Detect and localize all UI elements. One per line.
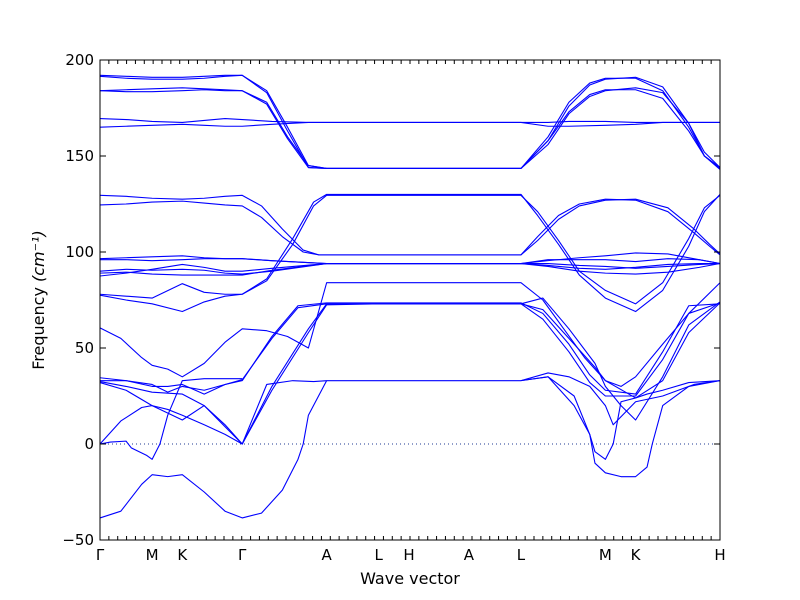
band-line-8 [99, 198, 721, 256]
band-line-21 [99, 372, 721, 445]
x-tick-label-12: H [714, 546, 725, 564]
band-line-10 [100, 258, 721, 265]
x-tick-label-10: M [599, 546, 612, 564]
x-tick-label-6: L [375, 546, 384, 564]
band-line-23 [99, 380, 328, 519]
x-tick-label-7: H [403, 546, 414, 564]
x-tick-label-4: Γ [238, 546, 247, 564]
y-tick-label: 0 [84, 435, 94, 453]
x-tick-label-3: K [177, 546, 188, 564]
y-axis-label-unit: (cm⁻¹) [29, 230, 48, 282]
band-line-5 [99, 118, 720, 123]
band-line-19 [99, 302, 721, 445]
band-line-22 [99, 378, 243, 460]
x-tick-label-11: K [631, 546, 642, 564]
x-tick-label-2: M [146, 546, 159, 564]
band-line-7 [99, 194, 721, 256]
y-tick-label: 100 [65, 243, 94, 261]
band-line-24 [520, 376, 721, 460]
y-tick-label: 200 [65, 51, 94, 69]
y-tick-label: 150 [65, 147, 94, 165]
band-line-6 [99, 121, 720, 128]
phonon-bands [99, 74, 721, 519]
band-line-16 [99, 282, 721, 387]
y-axis-ticks: −50 0 50 100 150 200 [62, 51, 720, 549]
plot-frame [99, 59, 721, 541]
band-line-14 [99, 193, 721, 313]
band-line-4 [99, 87, 721, 170]
band-line-3 [99, 87, 721, 170]
band-line-20 [99, 297, 721, 445]
y-axis-label: Frequency (cm⁻¹) [29, 230, 48, 369]
x-tick-label-8: A [464, 546, 475, 564]
y-axis-label-text: Frequency [29, 287, 48, 370]
x-tick-label-1: Γ [96, 546, 105, 564]
y-tick-label: −50 [62, 531, 94, 549]
band-line-15 [99, 194, 721, 313]
x-tick-label-9: L [517, 546, 526, 564]
x-axis-label: Wave vector [360, 569, 460, 588]
band-line-17 [99, 302, 721, 395]
y-tick-label: 50 [75, 339, 94, 357]
band-line-25 [520, 376, 721, 478]
x-tick-label-5: A [322, 546, 333, 564]
band-line-13 [99, 262, 721, 275]
